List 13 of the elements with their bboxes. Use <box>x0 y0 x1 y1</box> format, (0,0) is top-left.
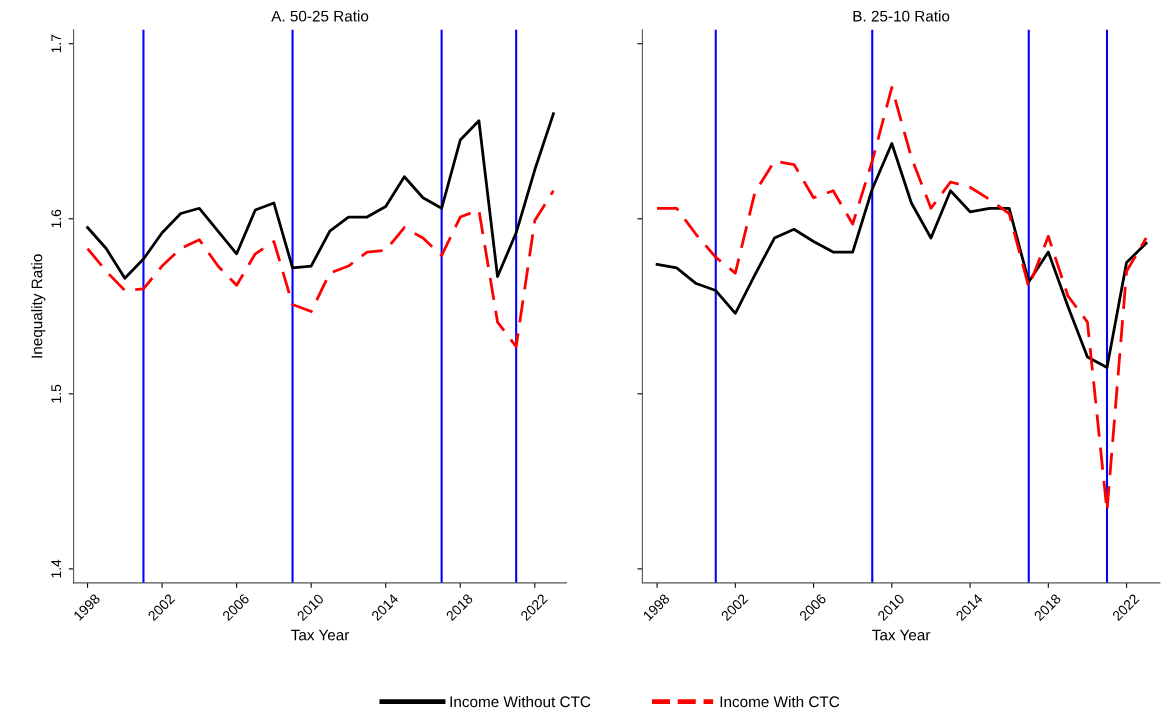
y-axis-title: Inequality Ratio <box>31 254 46 358</box>
line-series <box>86 112 555 280</box>
y-tick-label: 1.4 <box>51 559 61 578</box>
line-series <box>86 189 555 348</box>
y-tick-label: 1.7 <box>51 34 61 53</box>
y-tick-label: 1.5 <box>51 384 62 403</box>
legend-label: Income Without CTC <box>450 695 591 708</box>
chart-title: B. 25-10 Ratio <box>853 10 950 22</box>
x-axis-title: Tax Year <box>872 629 931 641</box>
chart-title: A. 50-25 Ratio <box>271 10 369 22</box>
x-axis-title: Tax Year <box>291 629 350 641</box>
y-tick-label: 1.6 <box>51 209 62 228</box>
legend-label: Income With CTC <box>720 695 840 708</box>
